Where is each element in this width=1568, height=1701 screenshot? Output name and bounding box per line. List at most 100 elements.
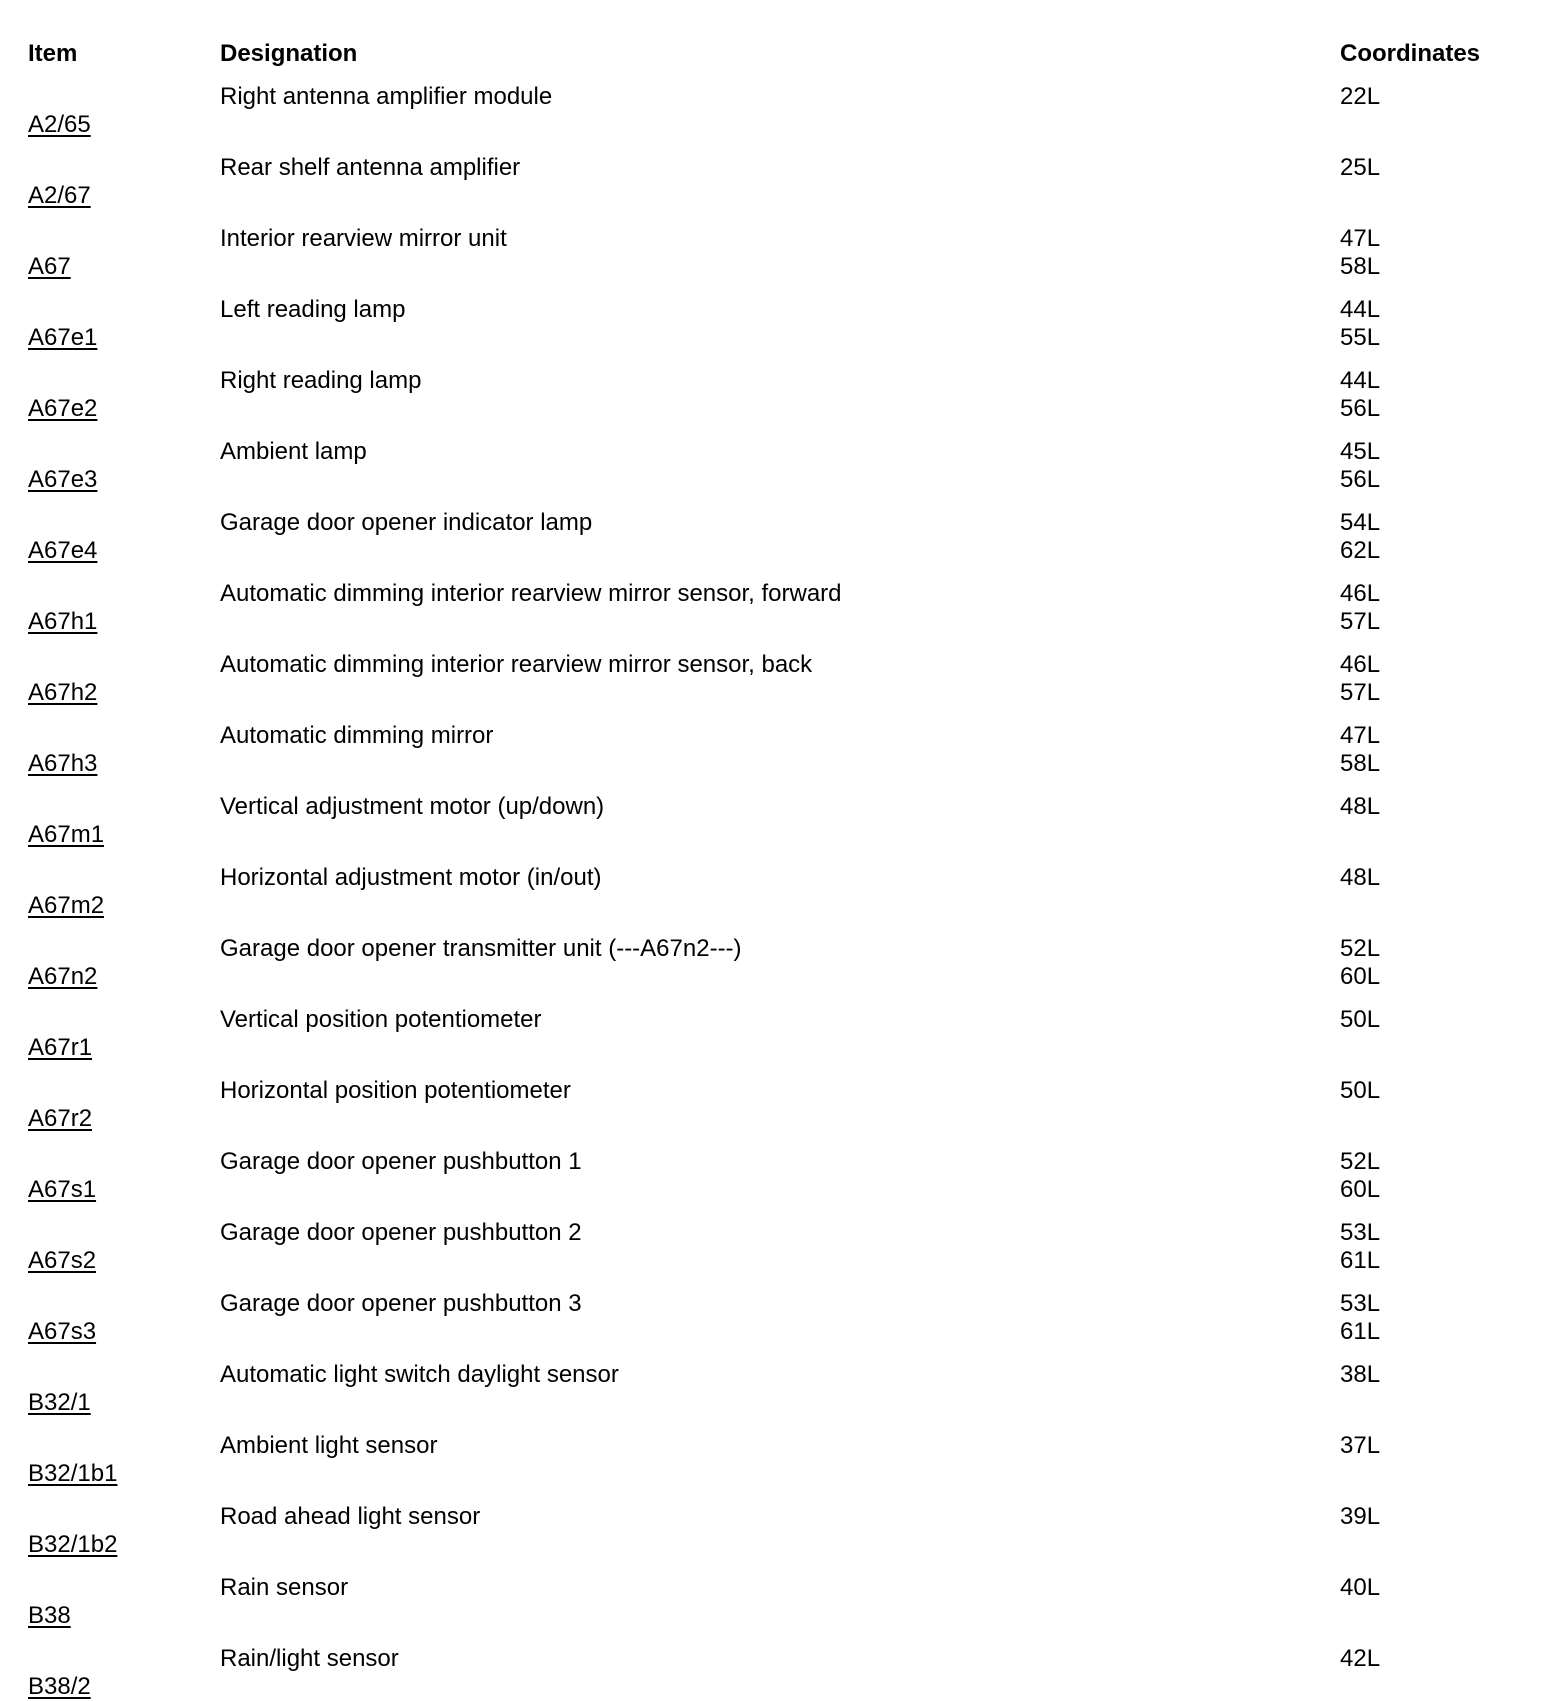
designation-text: Horizontal position potentiometer <box>220 1077 571 1104</box>
item-cell: A67h2 <box>28 651 220 707</box>
coordinates-text: 44L 56L <box>1340 367 1381 422</box>
column-header-coordinates: Coordinates <box>1340 40 1481 67</box>
table-row: B32/1 Automatic light switch daylight se… <box>28 1361 1568 1417</box>
coordinates-text: 38L <box>1340 1361 1381 1388</box>
designation-text: Rear shelf antenna amplifier <box>220 154 521 181</box>
item-cell: A67s3 <box>28 1290 220 1346</box>
table-row: A67s2 Garage door opener pushbutton 2 53… <box>28 1219 1568 1275</box>
table-row: A67s3 Garage door opener pushbutton 3 53… <box>28 1290 1568 1346</box>
coordinates-text: 40L <box>1340 1574 1381 1601</box>
coordinates-text: 47L 58L <box>1340 722 1381 777</box>
item-link[interactable]: A67s2 <box>28 1247 97 1274</box>
coordinates-text: 52L 60L <box>1340 1148 1381 1203</box>
table-body: A2/65 Right antenna amplifier module 22L… <box>28 83 1568 1701</box>
coordinates-text: 45L 56L <box>1340 438 1381 493</box>
item-link[interactable]: A67e2 <box>28 395 98 422</box>
coordinates-text: 54L 62L <box>1340 509 1381 564</box>
item-link[interactable]: A67h1 <box>28 608 98 635</box>
item-link[interactable]: A67e1 <box>28 324 98 351</box>
coordinates-text: 48L <box>1340 793 1381 820</box>
table-row: A67r2 Horizontal position potentiometer … <box>28 1077 1568 1133</box>
item-link[interactable]: A67 <box>28 253 71 280</box>
table-row: A67 Interior rearview mirror unit 47L 58… <box>28 225 1568 281</box>
table-row: B38/2 Rain/light sensor 42L <box>28 1645 1568 1701</box>
item-link[interactable]: A2/65 <box>28 111 91 138</box>
table-header-row: Item Designation Coordinates <box>28 40 1568 68</box>
coordinates-text: 39L <box>1340 1503 1381 1530</box>
designation-text: Garage door opener indicator lamp <box>220 509 593 536</box>
item-link[interactable]: A67e3 <box>28 466 98 493</box>
item-link[interactable]: A67h3 <box>28 750 98 777</box>
item-cell: A67r2 <box>28 1077 220 1133</box>
table-row: A67h2 Automatic dimming interior rearvie… <box>28 651 1568 707</box>
item-link[interactable]: A67r2 <box>28 1105 93 1132</box>
item-link[interactable]: A67h2 <box>28 679 98 706</box>
item-link[interactable]: A67n2 <box>28 963 98 990</box>
item-link[interactable]: A2/67 <box>28 182 91 209</box>
designation-text: Right antenna amplifier module <box>220 83 553 110</box>
item-cell: A67h3 <box>28 722 220 778</box>
item-cell: A67n2 <box>28 935 220 991</box>
table-row: A67s1 Garage door opener pushbutton 1 52… <box>28 1148 1568 1204</box>
coordinates-text: 48L <box>1340 864 1381 891</box>
item-cell: B38/2 <box>28 1645 220 1701</box>
item-cell: A67h1 <box>28 580 220 636</box>
item-cell: A67e2 <box>28 367 220 423</box>
designation-text: Automatic dimming interior rearview mirr… <box>220 651 813 678</box>
coordinates-text: 50L <box>1340 1006 1381 1033</box>
table-row: A67m2 Horizontal adjustment motor (in/ou… <box>28 864 1568 920</box>
item-cell: A2/67 <box>28 154 220 210</box>
table-row: A67r1 Vertical position potentiometer 50… <box>28 1006 1568 1062</box>
table-row: B32/1b2 Road ahead light sensor 39L <box>28 1503 1568 1559</box>
designation-text: Horizontal adjustment motor (in/out) <box>220 864 602 891</box>
item-link[interactable]: A67m1 <box>28 821 105 848</box>
item-link[interactable]: A67e4 <box>28 537 98 564</box>
item-link[interactable]: B32/1b2 <box>28 1531 118 1558</box>
item-link[interactable]: B38 <box>28 1602 71 1629</box>
item-link[interactable]: A67s3 <box>28 1318 97 1345</box>
designation-text: Garage door opener pushbutton 1 <box>220 1148 582 1175</box>
coordinates-text: 25L <box>1340 154 1381 181</box>
designation-text: Vertical adjustment motor (up/down) <box>220 793 605 820</box>
coordinates-text: 47L 58L <box>1340 225 1381 280</box>
item-cell: A67s2 <box>28 1219 220 1275</box>
coordinates-text: 46L 57L <box>1340 580 1381 635</box>
item-cell: B32/1b1 <box>28 1432 220 1488</box>
item-cell: A67e1 <box>28 296 220 352</box>
item-cell: A67s1 <box>28 1148 220 1204</box>
table-row: A67e2 Right reading lamp 44L 56L <box>28 367 1568 423</box>
designation-text: Vertical position potentiometer <box>220 1006 542 1033</box>
table-row: A67e4 Garage door opener indicator lamp … <box>28 509 1568 565</box>
item-link[interactable]: A67m2 <box>28 892 105 919</box>
coordinates-text: 46L 57L <box>1340 651 1381 706</box>
table-row: A67h3 Automatic dimming mirror 47L 58L <box>28 722 1568 778</box>
table-row: A2/65 Right antenna amplifier module 22L <box>28 83 1568 139</box>
item-cell: A67e4 <box>28 509 220 565</box>
coordinates-text: 22L <box>1340 83 1381 110</box>
designation-text: Garage door opener pushbutton 3 <box>220 1290 582 1317</box>
item-cell: A67r1 <box>28 1006 220 1062</box>
table-row: A67h1 Automatic dimming interior rearvie… <box>28 580 1568 636</box>
designation-text: Garage door opener transmitter unit (---… <box>220 935 742 962</box>
coordinates-text: 44L 55L <box>1340 296 1381 351</box>
item-link[interactable]: B38/2 <box>28 1673 91 1700</box>
item-link[interactable]: B32/1b1 <box>28 1460 118 1487</box>
item-cell: A67m2 <box>28 864 220 920</box>
table-row: B32/1b1 Ambient light sensor 37L <box>28 1432 1568 1488</box>
designation-text: Interior rearview mirror unit <box>220 225 507 252</box>
item-cell: A67m1 <box>28 793 220 849</box>
designation-text: Ambient light sensor <box>220 1432 438 1459</box>
coordinates-text: 53L 61L <box>1340 1219 1381 1274</box>
item-link[interactable]: B32/1 <box>28 1389 91 1416</box>
item-link[interactable]: A67s1 <box>28 1176 97 1203</box>
coordinates-text: 52L 60L <box>1340 935 1381 990</box>
coordinates-text: 53L 61L <box>1340 1290 1381 1345</box>
coordinates-text: 42L <box>1340 1645 1381 1672</box>
item-cell: A67e3 <box>28 438 220 494</box>
item-cell: B32/1 <box>28 1361 220 1417</box>
designation-text: Garage door opener pushbutton 2 <box>220 1219 582 1246</box>
designation-text: Right reading lamp <box>220 367 422 394</box>
item-link[interactable]: A67r1 <box>28 1034 93 1061</box>
item-cell: A2/65 <box>28 83 220 139</box>
